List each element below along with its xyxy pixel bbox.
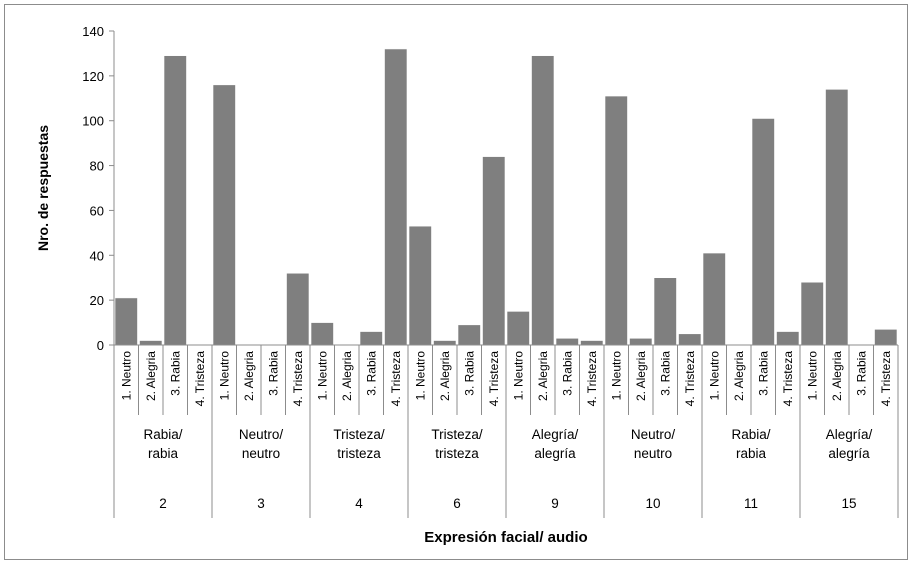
category-label: 3. Rabia	[658, 351, 672, 396]
group-label-line1: Tristeza/	[333, 427, 385, 442]
category-label: 1. Neutro	[707, 351, 721, 401]
group-label-line2: alegría	[828, 446, 870, 461]
y-tick-label: 100	[82, 114, 104, 129]
bar-g9-c4	[580, 340, 604, 346]
chart-frame: 0 20 40 60 80 100 120 140 1. Neutro 2. Alegria 3. …	[4, 4, 908, 560]
bar-g11-c1	[702, 252, 726, 346]
group-id-label: 9	[551, 496, 559, 511]
category-label: 3. Rabia	[560, 351, 574, 396]
bar-g10-c4	[678, 333, 702, 346]
category-label: 3. Rabia	[854, 351, 868, 396]
group-label-line1: Neutro/	[239, 427, 284, 442]
category-label: 3. Rabia	[462, 351, 476, 396]
category-label: 4. Tristeza	[487, 351, 501, 407]
group-label-line1: Alegría/	[826, 427, 873, 442]
bar-chart: 0 20 40 60 80 100 120 140 1. Neutro 2. Alegria 3. …	[35, 24, 899, 546]
group-label-line1: Alegría/	[532, 427, 579, 442]
category-label: 2. Alegria	[438, 351, 452, 401]
y-tick-label: 60	[90, 203, 104, 218]
group-label-line2: neutro	[634, 446, 672, 461]
bar-g9-c2	[531, 55, 555, 346]
bar-g6-c2	[433, 340, 457, 346]
bar-g11-c3	[751, 118, 775, 346]
bar-g2-c2	[139, 340, 163, 346]
bar-g15-c1	[800, 281, 824, 346]
y-tick-label: 0	[97, 338, 104, 353]
category-label: 2. Alegria	[634, 351, 648, 401]
group-id-label: 6	[453, 496, 461, 511]
group-label-line1: Rabia/	[731, 427, 770, 442]
category-label: 2. Alegria	[732, 351, 746, 401]
bar-g15-c4	[874, 328, 898, 346]
group-label-line2: neutro	[242, 446, 280, 461]
category-label: 2. Alegria	[830, 351, 844, 401]
category-label: 4. Tristeza	[193, 351, 207, 407]
bar-g9-c3	[555, 337, 579, 346]
x-axis-title: Expresión facial/ audio	[424, 529, 587, 546]
group-id-label: 4	[355, 496, 363, 511]
bar-g6-c3	[457, 324, 481, 346]
bar-g3-c4	[286, 272, 310, 346]
category-label: 2. Alegria	[340, 351, 354, 401]
category-label: 1. Neutro	[511, 351, 525, 401]
group-label-line2: rabia	[148, 446, 179, 461]
bar-g2-c3	[163, 55, 187, 346]
bar-g10-c1	[604, 95, 628, 346]
category-label: 4. Tristeza	[683, 351, 697, 407]
category-label: 4. Tristeza	[585, 351, 599, 407]
bar-g4-c4	[384, 48, 408, 346]
category-label: 3. Rabia	[168, 351, 182, 396]
category-label: 2. Alegria	[536, 351, 550, 401]
y-tick-label: 20	[90, 293, 104, 308]
category-label: 1. Neutro	[805, 351, 819, 401]
bar-g4-c1	[310, 322, 334, 346]
bar-g2-c1	[114, 297, 138, 346]
category-label: 4. Tristeza	[781, 351, 795, 407]
category-label: 4. Tristeza	[879, 351, 893, 407]
category-label: 4. Tristeza	[291, 351, 305, 407]
group-label-line1: Rabia/	[143, 427, 182, 442]
bar-g3-c1	[212, 84, 236, 346]
y-tick-label: 120	[82, 69, 104, 84]
category-label: 3. Rabia	[756, 351, 770, 396]
group-id-label: 11	[744, 496, 758, 511]
category-label: 1. Neutro	[413, 351, 427, 401]
y-tick-label: 40	[90, 248, 104, 263]
category-label: 1. Neutro	[609, 351, 623, 401]
group-label-line1: Neutro/	[631, 427, 676, 442]
category-label: 3. Rabia	[364, 351, 378, 396]
group-label-line2: tristeza	[435, 446, 479, 461]
bar-g6-c4	[482, 156, 506, 346]
bar-g10-c3	[653, 277, 677, 346]
y-tick-label: 140	[82, 24, 104, 39]
group-id-label: 2	[159, 496, 167, 511]
y-axis-title: Nro. de respuestas	[35, 125, 51, 251]
bar-g6-c1	[408, 225, 432, 346]
category-label: 3. Rabia	[266, 351, 280, 396]
category-label: 1. Neutro	[315, 351, 329, 401]
group-label-line1: Tristeza/	[431, 427, 483, 442]
category-label: 1. Neutro	[119, 351, 133, 401]
bar-g4-c3	[359, 331, 383, 346]
bar-g11-c4	[776, 331, 800, 346]
category-label: 2. Alegria	[144, 351, 158, 401]
y-tick-label: 80	[90, 159, 104, 174]
group-label-line2: alegría	[534, 446, 576, 461]
category-label: 2. Alegria	[242, 351, 256, 401]
group-id-label: 10	[645, 496, 660, 511]
bar-g15-c2	[825, 89, 849, 346]
category-label: 4. Tristeza	[389, 351, 403, 407]
bar-g9-c1	[506, 311, 530, 346]
group-id-label: 3	[257, 496, 265, 511]
group-label-line2: rabia	[736, 446, 767, 461]
group-id-label: 15	[841, 496, 856, 511]
group-label-line2: tristeza	[337, 446, 381, 461]
bar-g10-c2	[629, 337, 653, 346]
category-label: 1. Neutro	[217, 351, 231, 401]
